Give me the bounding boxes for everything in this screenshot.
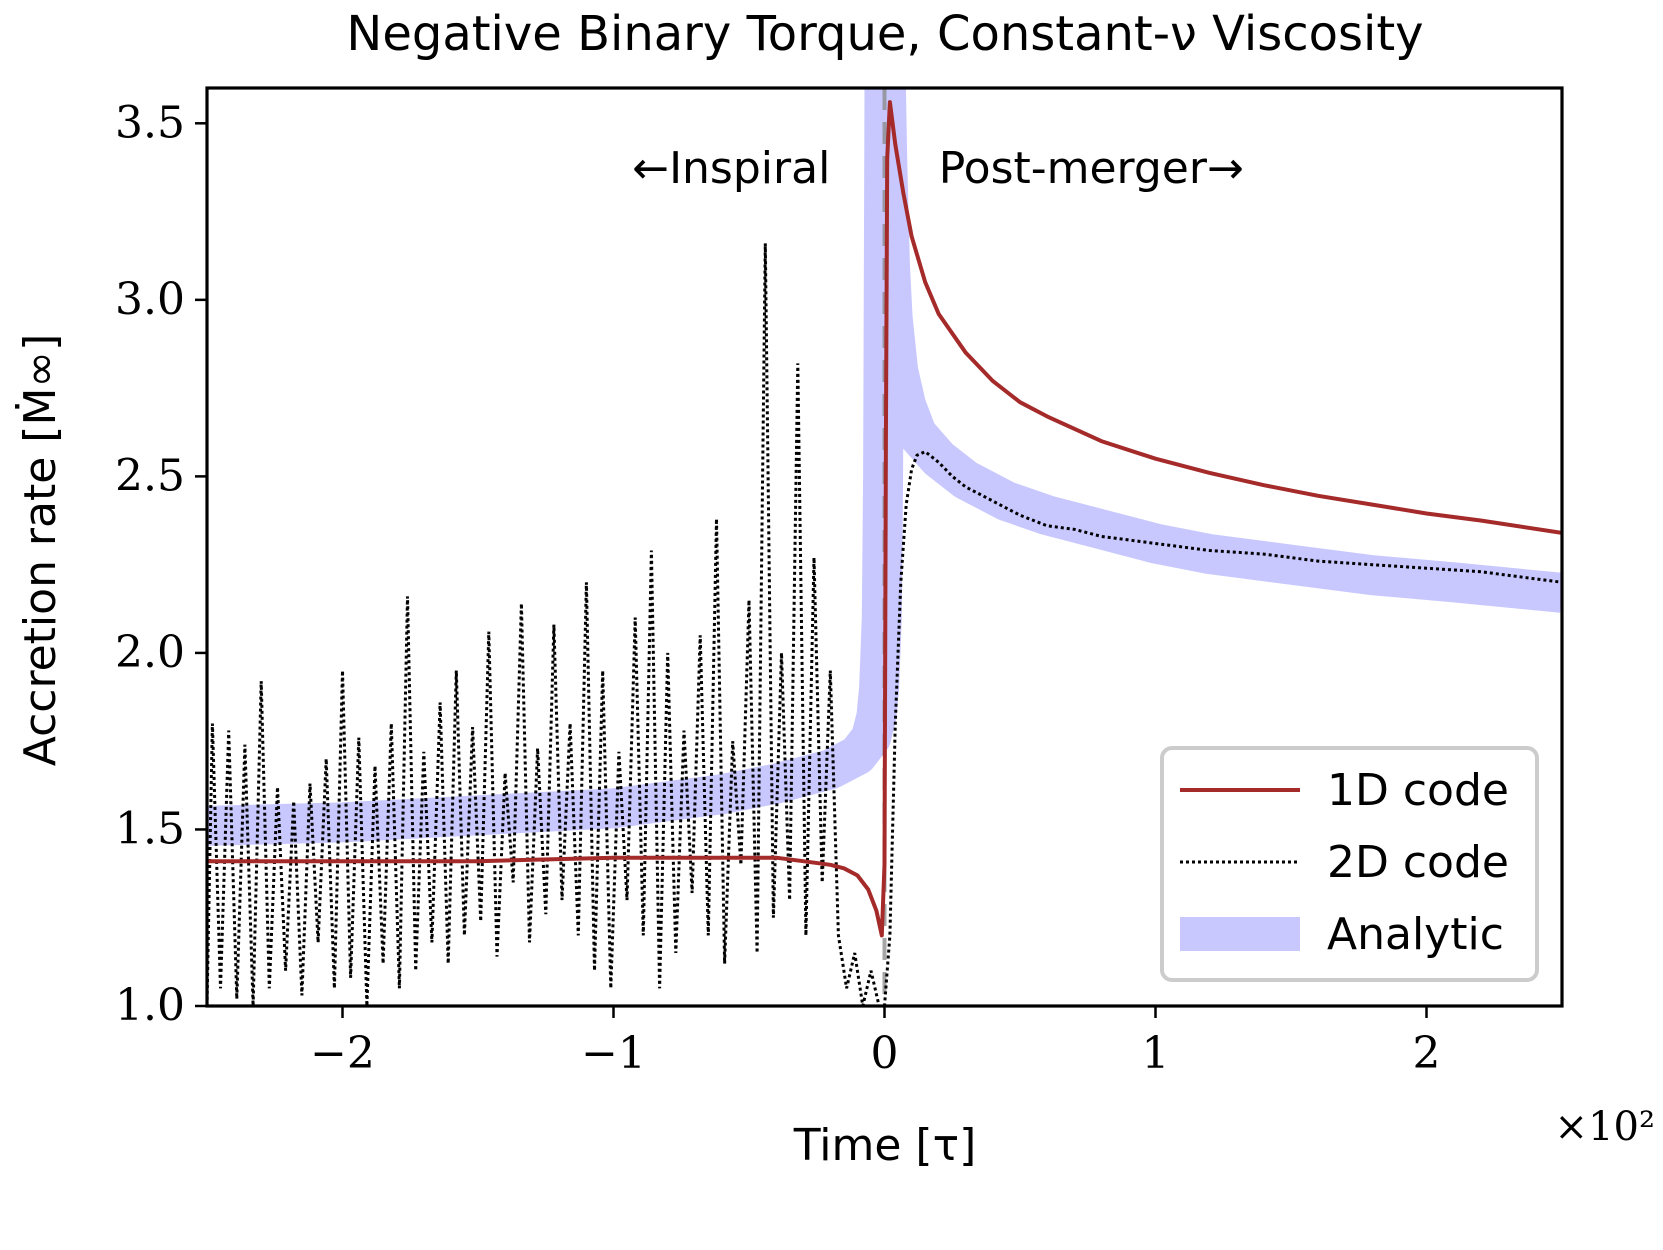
y-tick-label-3: 2.5 <box>115 450 185 501</box>
series-2d-code <box>207 243 1562 1006</box>
annotation-0: ←Inspiral <box>632 143 830 194</box>
y-tick-label-2: 2.0 <box>115 627 185 678</box>
legend-label-1: 2D code <box>1327 837 1509 888</box>
y-axis-label: Accretion rate [Ṁ∞] <box>14 334 66 766</box>
x-tick-label-0: −2 <box>310 1028 375 1079</box>
legend: 1D code 2D code Analytic <box>1160 746 1539 982</box>
annotation-1: Post-merger→ <box>939 143 1244 194</box>
y-tick-label-5: 3.5 <box>115 97 185 148</box>
x-tick-label-2: 0 <box>871 1028 899 1079</box>
chart-title: Negative Binary Torque, Constant-ν Visco… <box>346 6 1423 62</box>
plot-area: ←Inspiral Post-merger→ <box>207 88 1562 1006</box>
x-tick-label-1: −1 <box>581 1028 646 1079</box>
x-axis-multiplier: ×10² <box>1555 1104 1655 1150</box>
x-axis-label: Time [τ] <box>793 1120 977 1171</box>
axis-ticks: −2 −1 0 1 2 1.0 1.5 2.0 2.5 3.0 3.5 <box>115 97 1440 1079</box>
y-tick-label-4: 3.0 <box>115 274 185 325</box>
x-tick-label-3: 1 <box>1142 1028 1170 1079</box>
y-tick-label-0: 1.0 <box>115 980 185 1031</box>
x-tick-label-4: 2 <box>1413 1028 1441 1079</box>
y-tick-label-1: 1.5 <box>115 803 185 854</box>
legend-label-2: Analytic <box>1327 909 1504 960</box>
series-1d-code <box>207 100 1562 938</box>
legend-label-0: 1D code <box>1327 765 1509 816</box>
